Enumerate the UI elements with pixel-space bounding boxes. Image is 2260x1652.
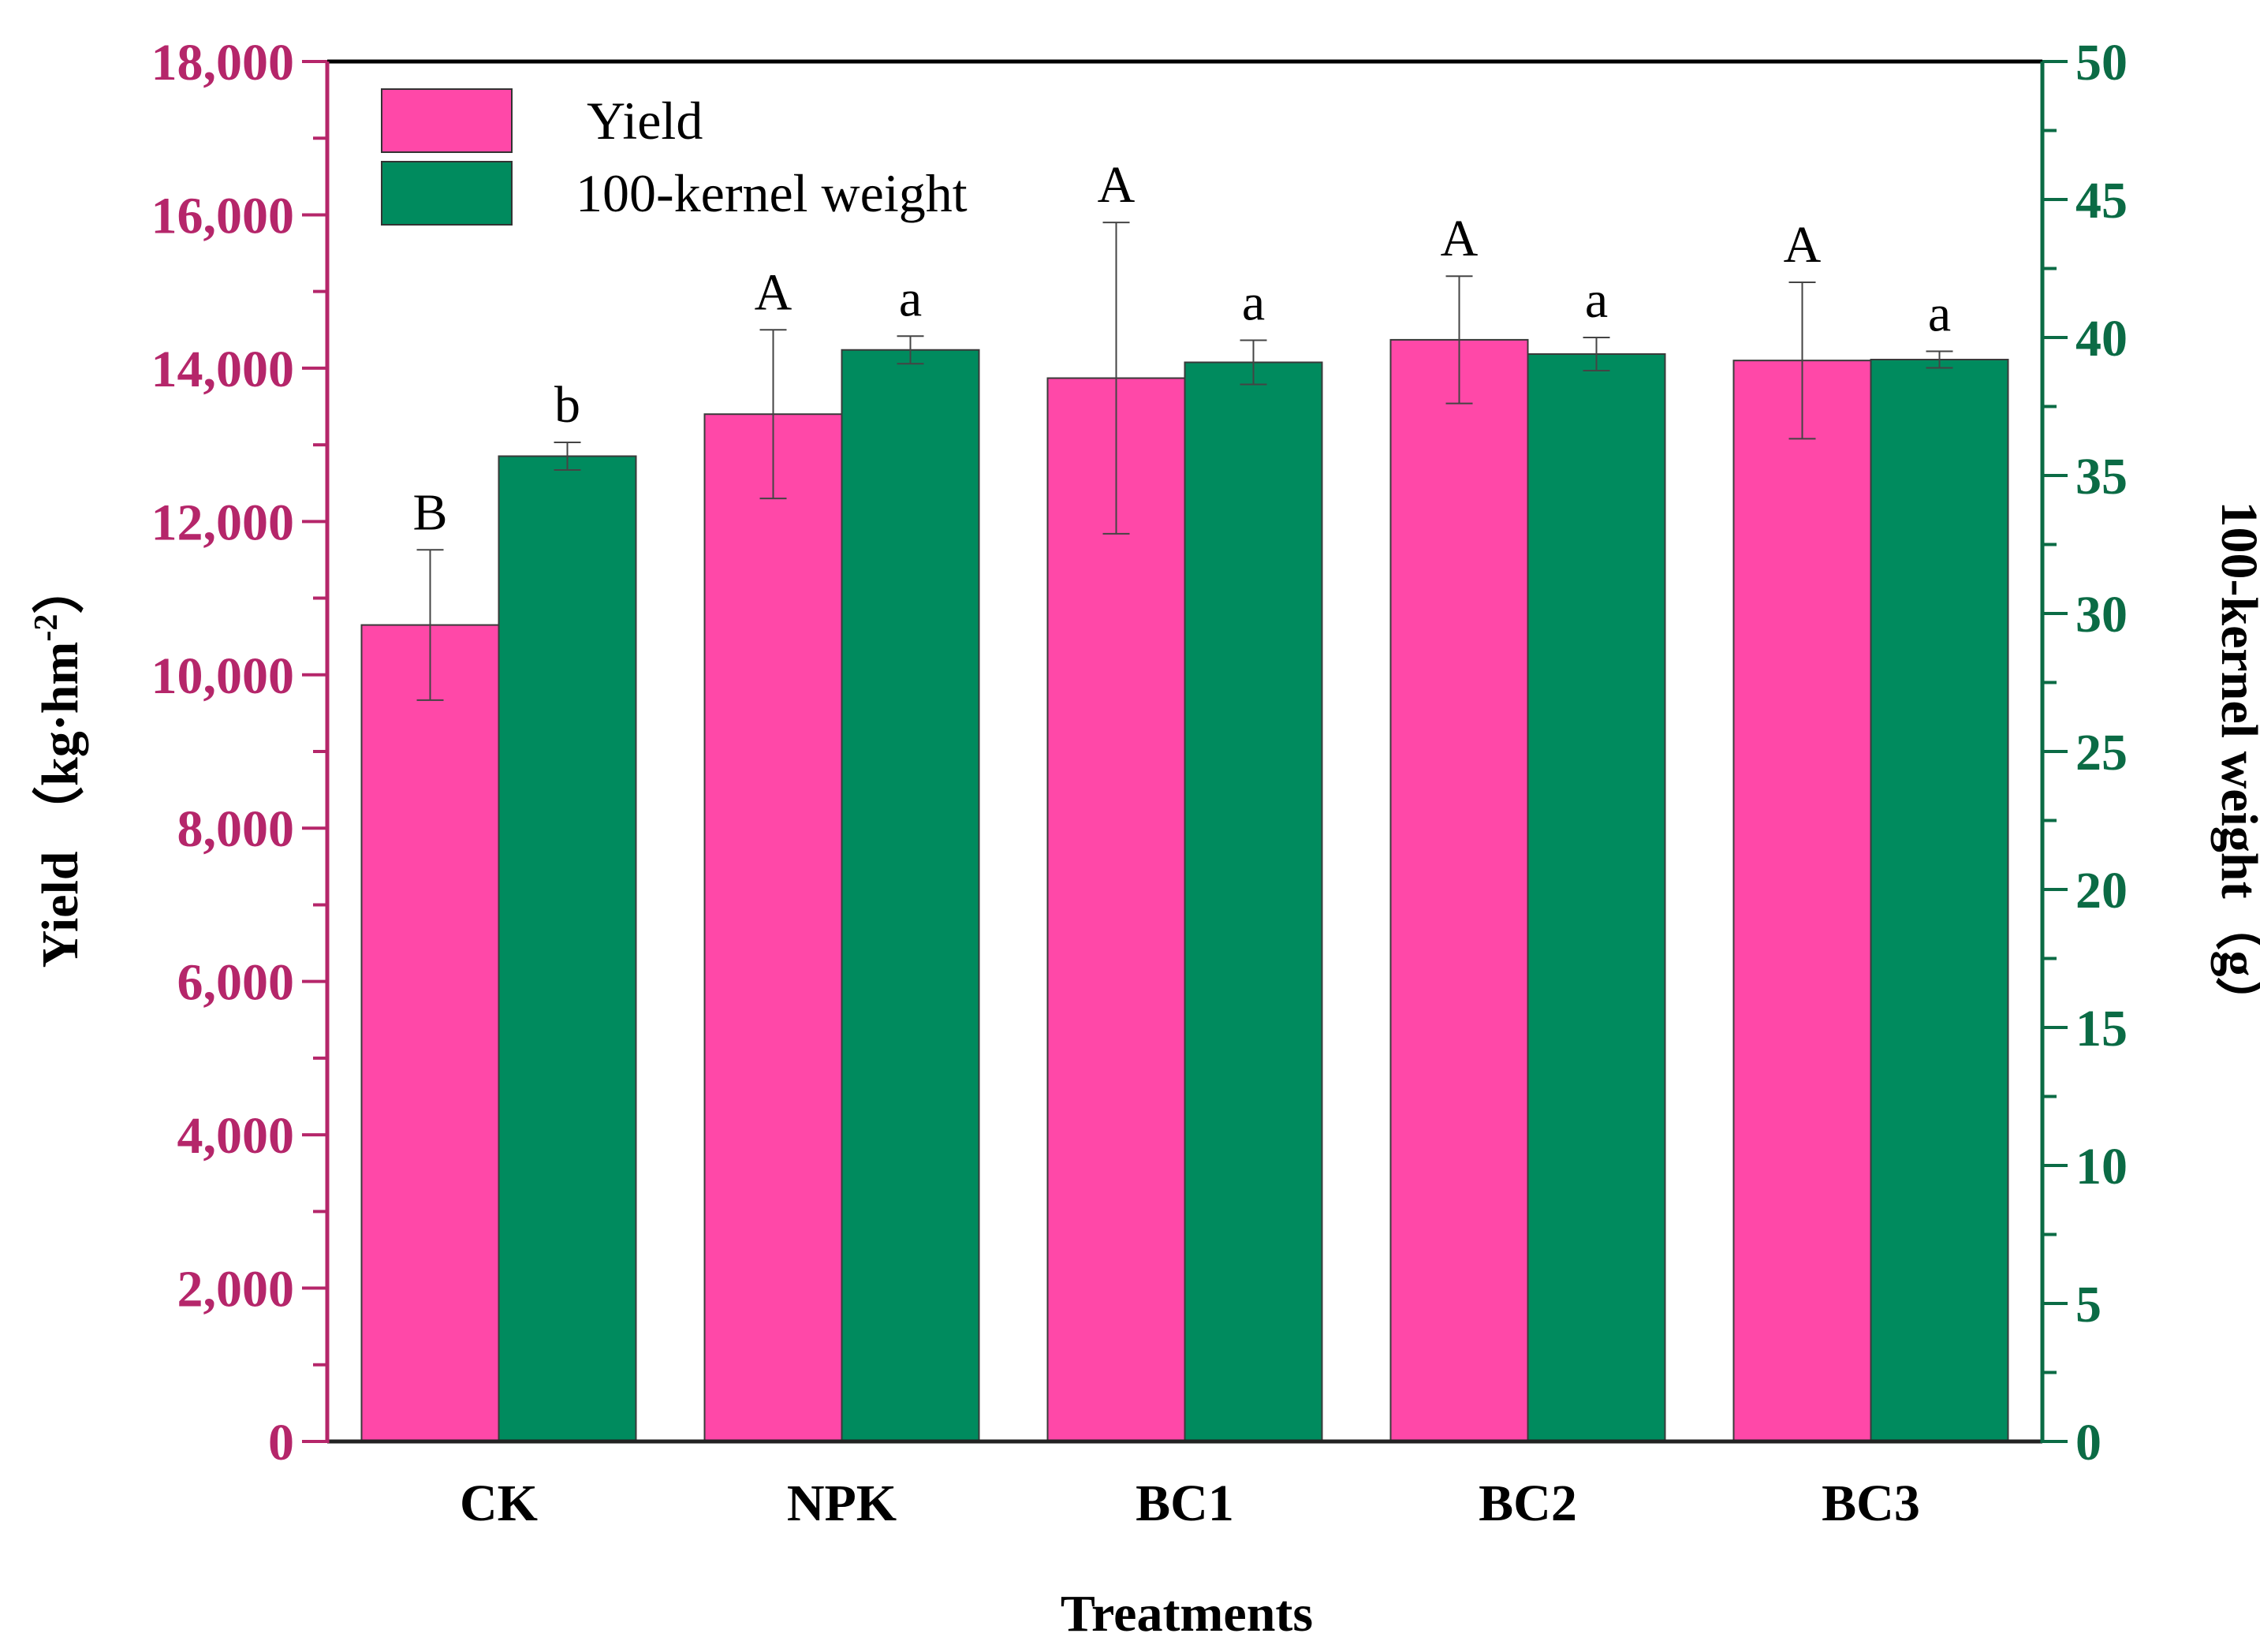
right-tick-label: 5 bbox=[2075, 1276, 2102, 1333]
right-y-axis: 0 5 10 15 20 25 30 35 40 45 50 bbox=[2040, 34, 2128, 1471]
right-tick-label: 45 bbox=[2075, 172, 2128, 229]
right-tick-label: 20 bbox=[2075, 862, 2128, 919]
left-tick-label: 18,000 bbox=[151, 34, 295, 91]
significance-label-kernel-bc1: a bbox=[1242, 274, 1265, 332]
right-tick-label: 40 bbox=[2075, 310, 2128, 367]
left-axis-title-main: Yield （kg·hm bbox=[31, 642, 89, 968]
error-bar-yield-npk bbox=[759, 329, 787, 500]
bar-100-kernel-weight-bc3 bbox=[1870, 359, 2009, 1442]
significance-label-yield-ck: B bbox=[412, 483, 447, 541]
left-tick-label: 10,000 bbox=[151, 647, 295, 705]
significance-label-kernel-ck: b bbox=[554, 376, 580, 434]
left-axis-title-sup: -2 bbox=[28, 614, 65, 642]
right-tick-label: 0 bbox=[2075, 1414, 2102, 1471]
bars-layer bbox=[360, 338, 2009, 1443]
bar-yield-ck bbox=[360, 624, 500, 1442]
right-axis-title: 100-kernel weight（g） bbox=[2210, 501, 2260, 1028]
x-axis-title: Treatments bbox=[1061, 1585, 1313, 1643]
bar-yield-bc3 bbox=[1732, 360, 1872, 1443]
significance-label-kernel-npk: a bbox=[899, 270, 922, 327]
legend: Yield 100-kernel weight bbox=[381, 88, 968, 226]
error-bar-kernel-bc3 bbox=[1926, 350, 1953, 369]
right-tick-label: 15 bbox=[2075, 1000, 2128, 1057]
left-tick-label: 14,000 bbox=[151, 341, 295, 398]
left-tick-label: 6,000 bbox=[177, 954, 295, 1012]
legend-label-yield: Yield bbox=[587, 91, 703, 151]
legend-label-kernel: 100-kernel weight bbox=[576, 163, 968, 223]
right-tick-label: 10 bbox=[2075, 1138, 2128, 1195]
left-tick-label: 0 bbox=[268, 1414, 294, 1471]
bar-100-kernel-weight-bc1 bbox=[1184, 361, 1323, 1442]
x-tick-label-bc3: BC3 bbox=[1822, 1475, 1920, 1532]
error-bar-yield-bc1 bbox=[1102, 222, 1130, 535]
significance-label-yield-bc2: A bbox=[1441, 210, 1479, 267]
left-tick-label: 4,000 bbox=[177, 1107, 295, 1165]
x-tick-label-npk: NPK bbox=[787, 1475, 897, 1532]
x-tick-label-bc2: BC2 bbox=[1479, 1475, 1577, 1532]
x-tick-label-bc1: BC1 bbox=[1136, 1475, 1234, 1532]
significance-label-kernel-bc3: a bbox=[1928, 285, 1951, 343]
bar-yield-npk bbox=[703, 413, 843, 1443]
x-axis: CK NPK BC1 BC2 BC3 bbox=[460, 1475, 1920, 1532]
significance-label-yield-bc1: A bbox=[1098, 156, 1136, 214]
bar-100-kernel-weight-ck bbox=[498, 455, 637, 1442]
right-tick-label: 25 bbox=[2075, 724, 2128, 781]
x-tick-label-ck: CK bbox=[460, 1475, 538, 1532]
legend-swatch-kernel bbox=[381, 161, 513, 226]
bar-yield-bc2 bbox=[1389, 338, 1529, 1443]
error-bar-yield-ck bbox=[416, 549, 444, 701]
error-bar-kernel-bc1 bbox=[1240, 339, 1267, 386]
left-tick-label: 2,000 bbox=[177, 1261, 295, 1318]
significance-label-yield-bc3: A bbox=[1784, 216, 1822, 274]
left-y-axis: 0 2,000 4,000 6,000 8,000 10,000 12,000 14,000 1… bbox=[151, 34, 330, 1471]
right-tick-label: 50 bbox=[2075, 34, 2128, 91]
error-bar-kernel-bc2 bbox=[1583, 337, 1610, 371]
significance-label-kernel-bc2: a bbox=[1585, 271, 1608, 329]
errorbars-layer bbox=[416, 222, 1953, 701]
error-bar-yield-bc3 bbox=[1788, 282, 1816, 440]
bar-100-kernel-weight-bc2 bbox=[1527, 353, 1666, 1442]
left-tick-label: 12,000 bbox=[151, 494, 295, 551]
error-bar-kernel-ck bbox=[554, 442, 581, 471]
bar-yield-bc1 bbox=[1046, 377, 1186, 1442]
plot-frame bbox=[327, 59, 2042, 1444]
error-bar-yield-bc2 bbox=[1445, 275, 1473, 405]
left-tick-label: 8,000 bbox=[177, 800, 295, 858]
legend-swatch-yield bbox=[381, 88, 513, 153]
left-axis-title-close: ） bbox=[31, 562, 89, 614]
left-axis-title: Yield （kg·hm-2） bbox=[28, 562, 89, 968]
right-tick-label: 35 bbox=[2075, 448, 2128, 505]
left-tick-label: 16,000 bbox=[151, 187, 295, 244]
significance-label-yield-npk: A bbox=[755, 263, 792, 321]
error-bar-kernel-npk bbox=[897, 335, 924, 365]
right-tick-label: 30 bbox=[2075, 586, 2128, 643]
significance-labels-layer: B A A A Ab a a a a bbox=[412, 156, 1951, 541]
bar-100-kernel-weight-npk bbox=[841, 349, 980, 1442]
